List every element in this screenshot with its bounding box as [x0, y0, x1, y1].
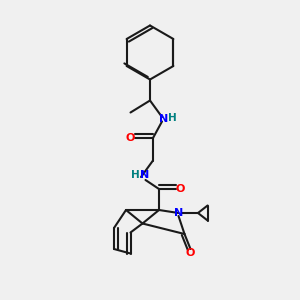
Text: N: N [140, 170, 149, 181]
Text: H: H [168, 113, 177, 123]
Text: N: N [175, 208, 184, 218]
Text: H: H [131, 170, 140, 181]
Text: N: N [159, 113, 168, 124]
Text: O: O [186, 248, 195, 259]
Text: O: O [126, 133, 135, 143]
Text: O: O [175, 184, 185, 194]
